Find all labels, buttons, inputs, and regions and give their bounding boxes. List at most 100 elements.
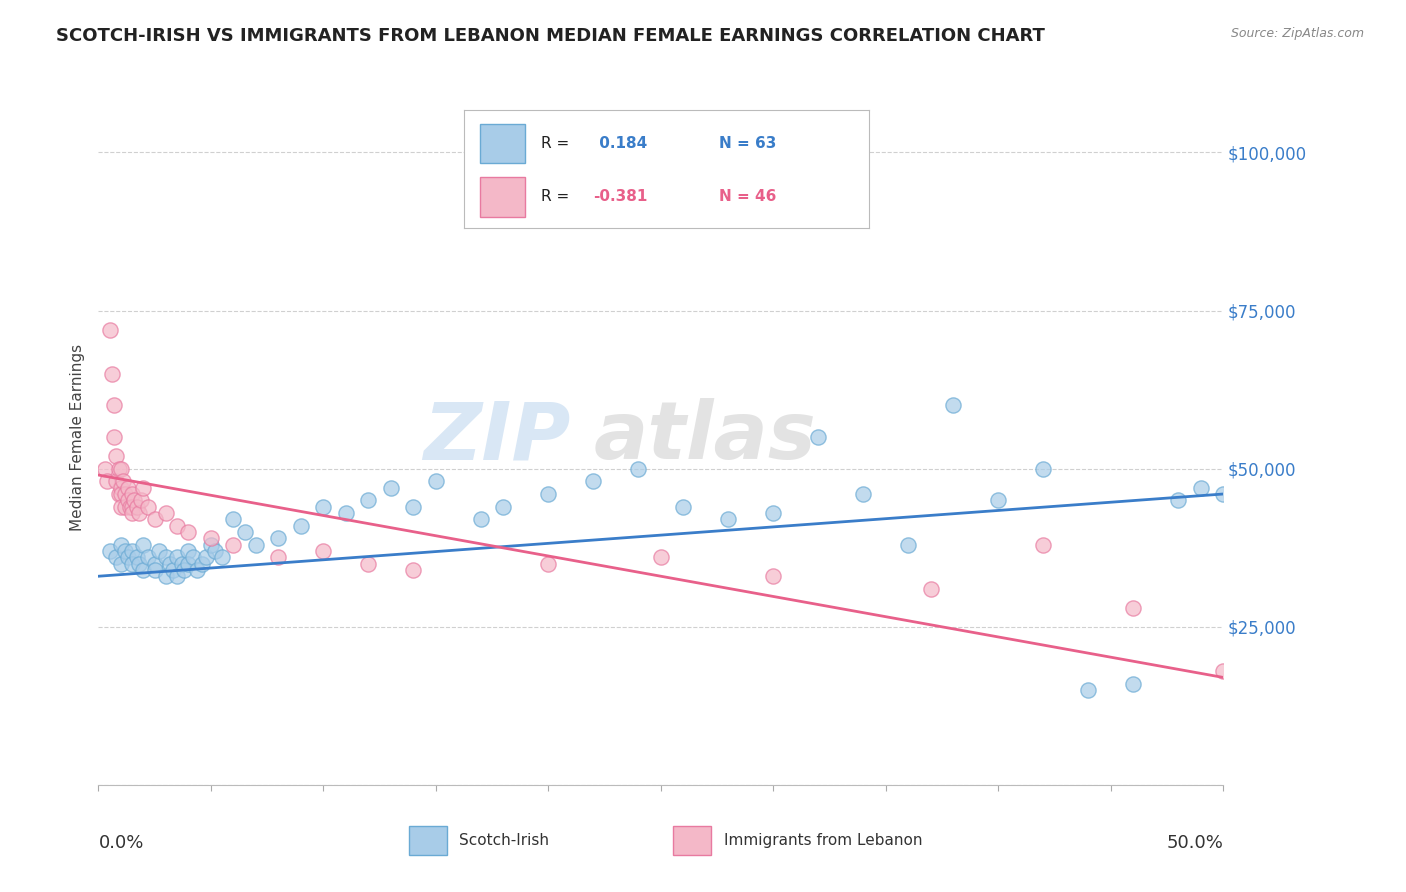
Point xyxy=(148,544,170,558)
Point xyxy=(166,550,188,565)
Point xyxy=(155,550,177,565)
Point xyxy=(125,550,148,565)
Point xyxy=(1212,487,1234,501)
Point xyxy=(1189,481,1212,495)
Point xyxy=(128,557,150,571)
Point xyxy=(114,544,136,558)
Point xyxy=(204,544,226,558)
Point xyxy=(1032,461,1054,475)
Point xyxy=(124,493,146,508)
Point xyxy=(107,487,129,501)
Point xyxy=(129,493,152,508)
Point xyxy=(143,557,166,571)
Text: atlas: atlas xyxy=(593,398,815,476)
Point xyxy=(101,367,124,381)
Point xyxy=(117,493,139,508)
Point xyxy=(1122,600,1144,615)
Point xyxy=(222,538,245,552)
Point xyxy=(143,512,166,526)
Point xyxy=(105,449,128,463)
Point xyxy=(110,461,132,475)
Point xyxy=(107,461,129,475)
Point xyxy=(155,506,177,520)
Point xyxy=(807,430,830,444)
Point xyxy=(132,538,155,552)
Point xyxy=(121,487,143,501)
Point xyxy=(177,557,200,571)
Point xyxy=(762,506,785,520)
Point xyxy=(166,569,188,583)
Point xyxy=(186,563,208,577)
Point xyxy=(103,430,125,444)
Point xyxy=(98,544,121,558)
Point xyxy=(195,550,218,565)
Point xyxy=(211,550,233,565)
Point xyxy=(112,475,135,489)
Point xyxy=(191,557,214,571)
Point xyxy=(357,493,380,508)
Point xyxy=(335,506,357,520)
Point xyxy=(155,569,177,583)
Point xyxy=(110,538,132,552)
Text: SCOTCH-IRISH VS IMMIGRANTS FROM LEBANON MEDIAN FEMALE EARNINGS CORRELATION CHART: SCOTCH-IRISH VS IMMIGRANTS FROM LEBANON … xyxy=(56,27,1045,45)
Point xyxy=(762,569,785,583)
Point xyxy=(222,512,245,526)
Text: 50.0%: 50.0% xyxy=(1167,834,1223,852)
Point xyxy=(121,506,143,520)
Point xyxy=(159,557,181,571)
Point xyxy=(1077,683,1099,698)
Point xyxy=(650,550,672,565)
Point xyxy=(425,475,447,489)
Point xyxy=(942,399,965,413)
Point xyxy=(537,557,560,571)
Point xyxy=(94,461,117,475)
Point xyxy=(582,475,605,489)
Point xyxy=(492,500,515,514)
Point xyxy=(357,557,380,571)
Point xyxy=(103,399,125,413)
Text: ZIP: ZIP xyxy=(423,398,571,476)
Point xyxy=(173,563,195,577)
Point xyxy=(245,538,267,552)
Point xyxy=(128,506,150,520)
Point xyxy=(627,461,650,475)
Point xyxy=(132,563,155,577)
Point xyxy=(672,500,695,514)
Point xyxy=(312,500,335,514)
Point xyxy=(267,550,290,565)
Text: Source: ZipAtlas.com: Source: ZipAtlas.com xyxy=(1230,27,1364,40)
Point xyxy=(98,322,121,336)
Point xyxy=(114,487,136,501)
Point xyxy=(162,563,184,577)
Point xyxy=(233,524,256,539)
Point xyxy=(1122,677,1144,691)
Point xyxy=(200,531,222,545)
Point xyxy=(110,487,132,501)
Point xyxy=(537,487,560,501)
Point xyxy=(121,500,143,514)
Point xyxy=(110,481,132,495)
Point xyxy=(118,500,141,514)
Point xyxy=(920,582,942,596)
Point xyxy=(177,544,200,558)
Point xyxy=(1032,538,1054,552)
Point xyxy=(402,563,425,577)
Point xyxy=(105,550,128,565)
Point xyxy=(267,531,290,545)
Point xyxy=(96,475,118,489)
Point xyxy=(1167,493,1189,508)
Point xyxy=(380,481,402,495)
Point xyxy=(1212,664,1234,678)
Point xyxy=(114,500,136,514)
Point xyxy=(132,481,155,495)
Point xyxy=(125,500,148,514)
Point xyxy=(121,557,143,571)
Point xyxy=(852,487,875,501)
Point xyxy=(402,500,425,514)
Point xyxy=(105,475,128,489)
Point xyxy=(470,512,492,526)
Point xyxy=(117,550,139,565)
Point xyxy=(987,493,1010,508)
Point xyxy=(170,557,193,571)
Point xyxy=(136,500,159,514)
